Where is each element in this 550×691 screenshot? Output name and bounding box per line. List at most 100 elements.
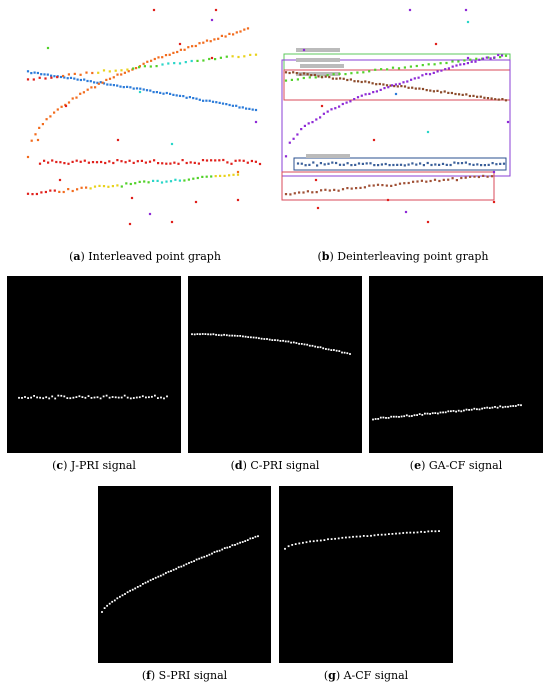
orange-point: [220, 34, 223, 37]
orange-point: [157, 56, 160, 59]
signal-pulse: [48, 397, 51, 400]
brown-point: [284, 193, 288, 196]
signal-pulse: [372, 418, 374, 421]
blue-point: [102, 82, 106, 85]
blue-point: [218, 101, 221, 104]
blue-point: [245, 107, 248, 110]
mixed-point: [114, 69, 117, 72]
signal-pulse: [258, 337, 260, 340]
mixed-point: [183, 179, 186, 182]
brown-point: [390, 184, 393, 187]
purple-point: [455, 64, 458, 67]
noise-point: [210, 56, 214, 60]
signal-pulse: [223, 333, 225, 336]
blue-point: [188, 96, 191, 99]
red-point: [222, 158, 225, 162]
blue-point: [248, 107, 251, 110]
orange-point: [45, 118, 48, 121]
signal-pulse: [60, 394, 63, 397]
orange-point: [179, 48, 182, 51]
purple-point: [425, 72, 428, 76]
signal-pulse: [36, 396, 38, 399]
brown-point: [317, 75, 320, 78]
figure-b: [278, 2, 528, 234]
signal-pulse: [39, 396, 41, 399]
signal-pulse: [335, 349, 338, 352]
mixed-point: [169, 180, 173, 183]
panel-background: [98, 486, 271, 663]
mixed-point: [35, 192, 38, 196]
mixed-point: [132, 67, 135, 70]
noise-point: [236, 198, 240, 202]
orange-point: [75, 96, 78, 99]
orange-point: [205, 39, 209, 42]
blue-point: [441, 162, 445, 165]
purple-point: [356, 96, 360, 99]
brown-point: [376, 183, 380, 186]
brown-point: [367, 81, 371, 84]
signal-pulse: [279, 340, 282, 342]
mixed-point: [156, 179, 159, 182]
mixed-point: [143, 180, 146, 183]
blue-point: [483, 164, 486, 167]
purple-point: [497, 53, 500, 57]
signal-pulse: [241, 541, 244, 543]
signal-pulse: [355, 535, 358, 538]
green-point: [338, 72, 341, 75]
signal-pulse: [236, 335, 239, 337]
purple-point: [375, 90, 378, 93]
signal-pulse: [157, 575, 160, 578]
blue-point: [388, 164, 391, 167]
purple-point: [360, 94, 363, 97]
signal-pulse: [123, 394, 126, 397]
purple-point: [368, 92, 371, 95]
orange-point: [172, 51, 175, 54]
brown-point: [346, 78, 349, 82]
red-point: [234, 159, 237, 162]
red-point: [226, 161, 229, 164]
blue-point: [159, 91, 162, 94]
mixed-point: [178, 62, 182, 65]
blue-point: [228, 103, 231, 107]
mixed-point: [208, 57, 211, 61]
orange-point: [101, 81, 104, 84]
signal-pulse: [111, 396, 114, 398]
signal-pulse: [442, 411, 444, 414]
blue-point: [169, 92, 172, 95]
mixed-point: [223, 174, 226, 177]
orange-point: [239, 30, 242, 33]
brown-point: [371, 82, 374, 85]
mixed-point: [97, 71, 100, 74]
signal-pulse: [457, 409, 460, 412]
signal-pulse: [175, 567, 178, 570]
blue-point: [53, 75, 56, 78]
brown-point: [311, 191, 314, 194]
orange-point: [232, 33, 235, 36]
purple-point: [436, 70, 439, 73]
signal-pulse: [343, 351, 346, 354]
red-point: [128, 159, 131, 162]
signal-pulse: [362, 535, 365, 537]
purple-point: [338, 105, 341, 108]
purple-point: [315, 118, 318, 121]
signal-pulse: [427, 530, 430, 533]
blue-point: [384, 162, 387, 166]
red-point: [91, 161, 95, 164]
cluster-box-purple: [281, 59, 511, 177]
signal-pulse: [18, 396, 20, 399]
mixed-point: [62, 190, 65, 194]
brown-point: [477, 175, 480, 179]
orange-point: [161, 56, 164, 59]
brown-point: [292, 71, 295, 74]
green-point: [368, 70, 371, 73]
blue-point: [33, 71, 36, 74]
box-label-strip: [296, 48, 340, 52]
signal-pulse: [75, 396, 78, 398]
s-pri-signal-panel: [98, 486, 271, 663]
signal-pulse: [319, 539, 322, 542]
signal-pulse: [402, 532, 405, 534]
j-pri-signal-panel: [7, 276, 181, 453]
box-label-strip: [296, 58, 340, 62]
red-point: [132, 161, 135, 164]
signal-pulse: [341, 351, 343, 354]
